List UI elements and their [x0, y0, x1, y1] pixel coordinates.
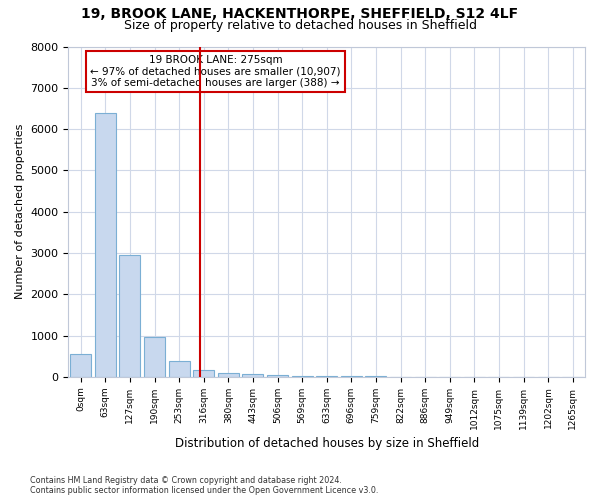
Bar	[95, 112, 116, 377]
Bar	[267, 375, 288, 377]
Text: Contains HM Land Registry data © Crown copyright and database right 2024.
Contai: Contains HM Land Registry data © Crown c…	[30, 476, 379, 495]
X-axis label: Distribution of detached houses by size in Sheffield: Distribution of detached houses by size …	[175, 437, 479, 450]
Bar	[70, 354, 91, 377]
Bar	[292, 376, 313, 377]
Bar	[193, 370, 214, 377]
Bar	[316, 376, 337, 377]
Text: 19 BROOK LANE: 275sqm
← 97% of detached houses are smaller (10,907)
3% of semi-d: 19 BROOK LANE: 275sqm ← 97% of detached …	[91, 55, 341, 88]
Bar	[169, 361, 190, 377]
Bar	[218, 372, 239, 377]
Bar	[119, 255, 140, 377]
Bar	[144, 336, 165, 377]
Text: 19, BROOK LANE, HACKENTHORPE, SHEFFIELD, S12 4LF: 19, BROOK LANE, HACKENTHORPE, SHEFFIELD,…	[82, 8, 518, 22]
Y-axis label: Number of detached properties: Number of detached properties	[15, 124, 25, 300]
Text: Size of property relative to detached houses in Sheffield: Size of property relative to detached ho…	[124, 19, 476, 32]
Bar	[242, 374, 263, 377]
